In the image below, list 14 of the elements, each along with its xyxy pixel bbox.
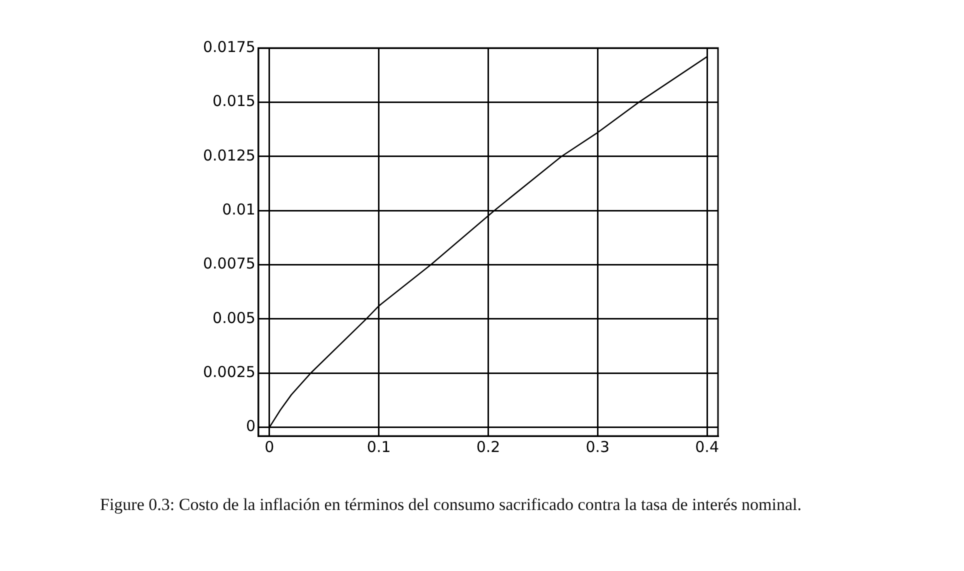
x-tick-label: 0 — [264, 438, 274, 456]
y-tick-label: 0.015 — [212, 92, 256, 110]
y-tick-label: 0.0025 — [202, 363, 256, 382]
y-tick-label: 0.005 — [212, 308, 256, 327]
x-tick-label: 0.1 — [366, 438, 391, 456]
y-tick-label: 0 — [246, 417, 256, 436]
x-tick-label: 0.4 — [695, 438, 719, 456]
y-tick-label: 0.01 — [222, 200, 256, 218]
x-tick-label: 0.3 — [586, 438, 610, 456]
y-tick-label: 0.0075 — [202, 254, 256, 273]
y-tick-label: 0.0125 — [202, 146, 256, 164]
x-tick-label: 0.2 — [476, 438, 500, 456]
y-tick-label: 0.0175 — [202, 38, 256, 56]
caption: Figure 0.3: Costo de la inflación en términos del consumo sacrificado contra la tasa de interés nominal. — [100, 494, 803, 516]
